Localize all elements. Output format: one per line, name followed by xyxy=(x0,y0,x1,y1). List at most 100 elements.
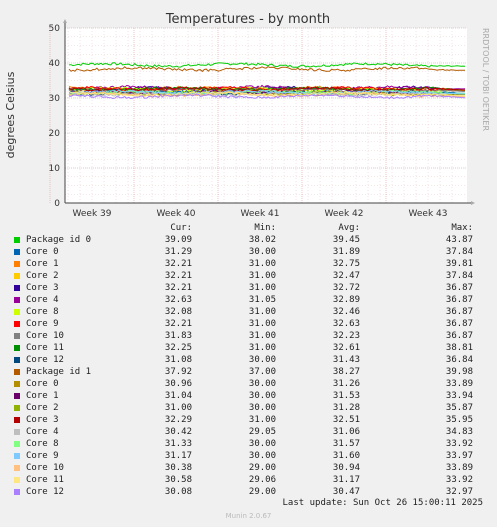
header-min: Min: xyxy=(254,223,276,233)
legend-avg: 38.27 xyxy=(332,367,360,377)
legend-row: Core 3 32.21 31.00 32.72 36.87 xyxy=(12,282,492,294)
legend-swatch xyxy=(14,405,20,411)
legend-row: Core 1 31.04 30.00 31.53 33.94 xyxy=(12,390,492,402)
legend-avg: 31.17 xyxy=(332,475,360,485)
legend-cur: 32.08 xyxy=(164,307,192,317)
legend-cur: 31.00 xyxy=(164,403,192,413)
legend-max: 37.84 xyxy=(445,271,473,281)
legend-max: 39.81 xyxy=(445,259,473,269)
legend-min: 31.00 xyxy=(248,271,276,281)
legend-swatch xyxy=(14,453,20,459)
legend-cur: 37.92 xyxy=(164,367,192,377)
legend-min: 31.00 xyxy=(248,319,276,329)
legend-max: 35.87 xyxy=(445,403,473,413)
legend-swatch xyxy=(14,249,20,255)
legend-avg: 31.43 xyxy=(332,355,360,365)
x-tick-label: Week 39 xyxy=(73,209,112,219)
y-tick-label: 40 xyxy=(49,59,61,69)
legend-row: Core 11 32.25 31.00 32.61 38.81 xyxy=(12,342,492,354)
header-max: Max: xyxy=(451,223,473,233)
legend-max: 33.89 xyxy=(445,379,473,389)
legend-name: Core 8 xyxy=(26,307,59,317)
legend-min: 30.00 xyxy=(248,451,276,461)
legend-cur: 31.29 xyxy=(164,247,192,257)
series-line xyxy=(68,89,465,96)
y-tick-label: 50 xyxy=(49,24,61,34)
legend-row: Core 0 30.96 30.00 31.26 33.89 xyxy=(12,378,492,390)
legend-table: Cur: Min: Avg: Max: Package id 0 39.09 38.… xyxy=(12,222,492,498)
legend-avg: 32.75 xyxy=(332,259,360,269)
legend-name: Core 3 xyxy=(26,415,59,425)
legend-row: Core 2 32.21 31.00 32.47 37.84 xyxy=(12,270,492,282)
legend-name: Core 12 xyxy=(26,487,64,497)
legend-swatch xyxy=(14,417,20,423)
y-axis-label: degrees Celsius xyxy=(4,71,17,158)
series-line xyxy=(68,66,465,73)
legend-max: 32.97 xyxy=(445,487,473,497)
legend-cur: 39.09 xyxy=(164,235,192,245)
legend-cur: 30.42 xyxy=(164,427,192,437)
legend-row: Core 10 31.83 31.00 32.23 36.87 xyxy=(12,330,492,342)
legend-min: 30.00 xyxy=(248,391,276,401)
legend-row: Core 2 31.00 30.00 31.28 35.87 xyxy=(12,402,492,414)
legend-swatch xyxy=(14,393,20,399)
legend-name: Core 2 xyxy=(26,403,59,413)
legend-avg: 31.26 xyxy=(332,379,360,389)
x-tick-label: Week 41 xyxy=(241,209,280,219)
legend-swatch xyxy=(14,477,20,483)
last-update: Last update: Sun Oct 26 15:00:11 2025 xyxy=(282,498,483,508)
legend-name: Core 9 xyxy=(26,451,59,461)
legend-avg: 30.94 xyxy=(332,463,360,473)
legend-min: 30.00 xyxy=(248,247,276,257)
legend-swatch xyxy=(14,357,20,363)
legend-swatch xyxy=(14,297,20,303)
legend-min: 29.05 xyxy=(248,427,276,437)
legend-min: 29.00 xyxy=(248,487,276,497)
legend-row: Core 12 30.08 29.00 30.47 32.97 xyxy=(12,486,492,498)
legend-row: Core 10 30.38 29.00 30.94 33.89 xyxy=(12,462,492,474)
legend-name: Core 10 xyxy=(26,463,64,473)
legend-min: 30.00 xyxy=(248,379,276,389)
legend-name: Core 3 xyxy=(26,283,59,293)
legend-name: Core 11 xyxy=(26,343,64,353)
series-line xyxy=(68,86,465,93)
legend-name: Core 11 xyxy=(26,475,64,485)
legend-name: Core 12 xyxy=(26,355,64,365)
legend-avg: 30.47 xyxy=(332,487,360,497)
legend-avg: 31.60 xyxy=(332,451,360,461)
legend-swatch xyxy=(14,237,20,243)
legend-swatch xyxy=(14,369,20,375)
y-axis-arrow xyxy=(63,19,67,23)
legend-row: Core 4 32.63 31.05 32.89 36.87 xyxy=(12,294,492,306)
legend-min: 31.00 xyxy=(248,343,276,353)
legend-row: Core 3 32.29 31.00 32.51 35.95 xyxy=(12,414,492,426)
legend-swatch xyxy=(14,309,20,315)
legend-row: Core 0 31.29 30.00 31.89 37.84 xyxy=(12,246,492,258)
legend-cur: 32.63 xyxy=(164,295,192,305)
legend-max: 33.92 xyxy=(445,475,473,485)
legend-row: Package id 1 37.92 37.00 38.27 39.98 xyxy=(12,366,492,378)
legend-max: 36.87 xyxy=(445,283,473,293)
legend-avg: 32.23 xyxy=(332,331,360,341)
legend-max: 38.81 xyxy=(445,343,473,353)
legend-swatch xyxy=(14,429,20,435)
legend-avg: 39.45 xyxy=(332,235,360,245)
legend-min: 31.00 xyxy=(248,307,276,317)
legend-max: 36.87 xyxy=(445,331,473,341)
legend-max: 36.84 xyxy=(445,355,473,365)
legend-min: 31.00 xyxy=(248,259,276,269)
x-tick-label: Week 40 xyxy=(157,209,196,219)
legend-row: Core 8 31.33 30.00 31.57 33.92 xyxy=(12,438,492,450)
y-tick-label: 30 xyxy=(49,94,61,104)
legend-min: 31.05 xyxy=(248,295,276,305)
legend-cur: 31.83 xyxy=(164,331,192,341)
y-tick-label: 10 xyxy=(49,164,61,174)
legend-name: Package id 0 xyxy=(26,235,92,245)
legend-cur: 31.33 xyxy=(164,439,192,449)
series-line xyxy=(68,91,466,98)
legend-max: 33.97 xyxy=(445,451,473,461)
legend-swatch xyxy=(14,273,20,279)
legend-name: Core 10 xyxy=(26,331,64,341)
x-tick-label: Week 43 xyxy=(409,209,448,219)
legend-cur: 30.38 xyxy=(164,463,192,473)
